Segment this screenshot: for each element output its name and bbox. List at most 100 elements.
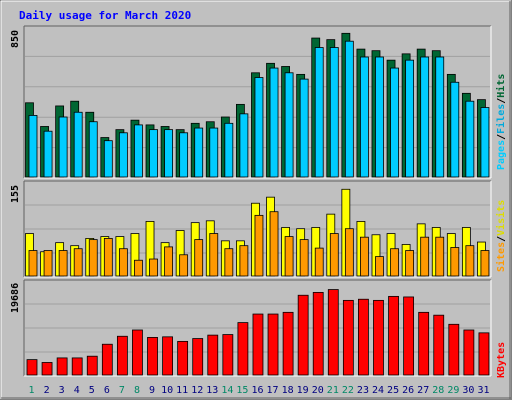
sites-bar-day-7 xyxy=(118,248,128,277)
files-bar-day-27 xyxy=(420,56,430,178)
files-bar-day-5 xyxy=(88,121,98,178)
day-label-9: 9 xyxy=(149,385,155,396)
day-label-10: 10 xyxy=(161,385,173,396)
kbytes-bar-day-26 xyxy=(403,296,415,376)
day-label-19: 19 xyxy=(297,385,309,396)
kbytes-bar-day-27 xyxy=(418,311,430,376)
kbytes-bar-day-23 xyxy=(358,298,369,376)
kbytes-bar-day-12 xyxy=(192,338,204,376)
files-bar-day-19 xyxy=(299,78,309,178)
files-bar-day-8 xyxy=(134,124,143,178)
kbytes-bar-day-24 xyxy=(373,299,384,376)
files-bar-day-17 xyxy=(269,67,279,178)
sites-bar-day-12 xyxy=(194,239,204,277)
day-label-28: 28 xyxy=(432,385,444,396)
kbytes-bar-day-25 xyxy=(388,295,399,376)
files-bar-day-16 xyxy=(254,77,264,178)
day-label-20: 20 xyxy=(312,385,324,396)
sites-bar-day-29 xyxy=(450,247,460,277)
day-label-14: 14 xyxy=(221,385,233,396)
sites-bar-day-21 xyxy=(329,233,339,277)
day-label-26: 26 xyxy=(402,385,414,396)
files-bar-day-21 xyxy=(329,47,339,178)
day-label-11: 11 xyxy=(176,385,188,396)
sites-bar-day-31 xyxy=(480,250,490,277)
hits-legend-label: Hits xyxy=(495,74,507,98)
kbytes-bar-day-17 xyxy=(267,313,279,376)
visits-legend-label: Visits xyxy=(495,200,507,236)
sites-bar-day-6 xyxy=(103,237,113,277)
kbytes-bar-day-19 xyxy=(297,294,309,376)
files-bar-day-13 xyxy=(209,127,219,178)
sites-bar-day-5 xyxy=(88,239,98,277)
day-label-8: 8 xyxy=(134,385,140,396)
files-bar-day-29 xyxy=(450,81,460,178)
pages-legend-label: Pages xyxy=(496,140,507,170)
kbytes-bar-day-8 xyxy=(132,329,143,376)
sites-visits-separator: / xyxy=(496,236,507,242)
sites-bar-day-9 xyxy=(149,258,158,277)
kbytes-legend-label: KBytes xyxy=(496,342,507,378)
sites-bar-day-17 xyxy=(269,211,279,277)
day-label-27: 27 xyxy=(417,385,429,396)
sites-bar-day-30 xyxy=(465,245,475,277)
sites-bar-day-2 xyxy=(43,250,53,277)
day-label-29: 29 xyxy=(447,385,459,396)
hits-files-pages-axis-label: Pages/Files/Hits xyxy=(495,74,507,170)
sites-bar-day-4 xyxy=(73,248,83,277)
kbytes-bar-day-16 xyxy=(252,313,264,376)
kbytes-bar-day-20 xyxy=(312,291,324,376)
files-bar-day-15 xyxy=(239,113,249,178)
files-bar-day-12 xyxy=(194,127,204,178)
sites-bar-day-24 xyxy=(375,256,384,277)
day-label-30: 30 xyxy=(462,385,474,396)
kbytes-bar-day-1 xyxy=(26,359,38,376)
sites-bar-day-13 xyxy=(209,233,219,277)
sites-bar-day-1 xyxy=(28,250,38,277)
kbytes-bar-day-18 xyxy=(282,311,294,376)
sites-bar-day-23 xyxy=(360,236,369,277)
kbytes-bar-day-15 xyxy=(237,322,249,376)
kbytes-panel xyxy=(23,279,492,377)
day-label-16: 16 xyxy=(251,385,263,396)
files-bar-day-9 xyxy=(149,129,158,178)
day-labels: 1 2 3 4 5 6 7 8 9 10 11 12 13 14 15 16 17 18 19 20 21 22 23 24 2… xyxy=(29,385,490,396)
day-label-4: 4 xyxy=(74,385,80,396)
day-label-23: 23 xyxy=(357,385,369,396)
files-bar-day-2 xyxy=(43,130,53,178)
kbytes-bar-day-21 xyxy=(327,289,339,376)
day-label-31: 31 xyxy=(477,385,489,396)
visits-sites-panel xyxy=(23,180,492,278)
kbytes-bar-day-2 xyxy=(41,362,53,376)
files-bar-day-1 xyxy=(28,115,38,178)
files-bar-day-18 xyxy=(284,72,294,178)
files-hits-separator: / xyxy=(496,98,507,104)
files-bar-day-4 xyxy=(73,111,83,178)
sites-bar-day-27 xyxy=(420,236,430,277)
sites-bar-day-25 xyxy=(390,248,399,277)
files-bar-day-3 xyxy=(58,116,68,178)
day-label-15: 15 xyxy=(236,385,248,396)
day-label-13: 13 xyxy=(206,385,218,396)
kbytes-bar-day-11 xyxy=(177,340,189,376)
kbytes-max-label: 19686 xyxy=(10,283,21,313)
sites-bar-day-15 xyxy=(239,245,249,277)
day-label-21: 21 xyxy=(327,385,339,396)
day-label-17: 17 xyxy=(267,385,279,396)
kbytes-bar-day-4 xyxy=(71,357,83,376)
files-bar-day-11 xyxy=(179,132,189,178)
kbytes-bar-day-7 xyxy=(116,335,128,376)
sites-bar-day-14 xyxy=(224,248,234,277)
sites-bar-day-22 xyxy=(344,228,354,277)
hits-max-label: 850 xyxy=(10,30,21,48)
sites-bar-day-11 xyxy=(179,254,189,277)
kbytes-bar-day-5 xyxy=(86,355,98,376)
kbytes-bar-day-29 xyxy=(448,323,460,376)
sites-visits-axis-label: Sites/Visits xyxy=(495,200,507,272)
files-bar-day-28 xyxy=(435,56,445,178)
day-label-6: 6 xyxy=(104,385,110,396)
day-label-2: 2 xyxy=(44,385,50,396)
chart-title: Daily usage for March 2020 xyxy=(19,9,191,22)
sites-bar-day-3 xyxy=(58,250,68,277)
